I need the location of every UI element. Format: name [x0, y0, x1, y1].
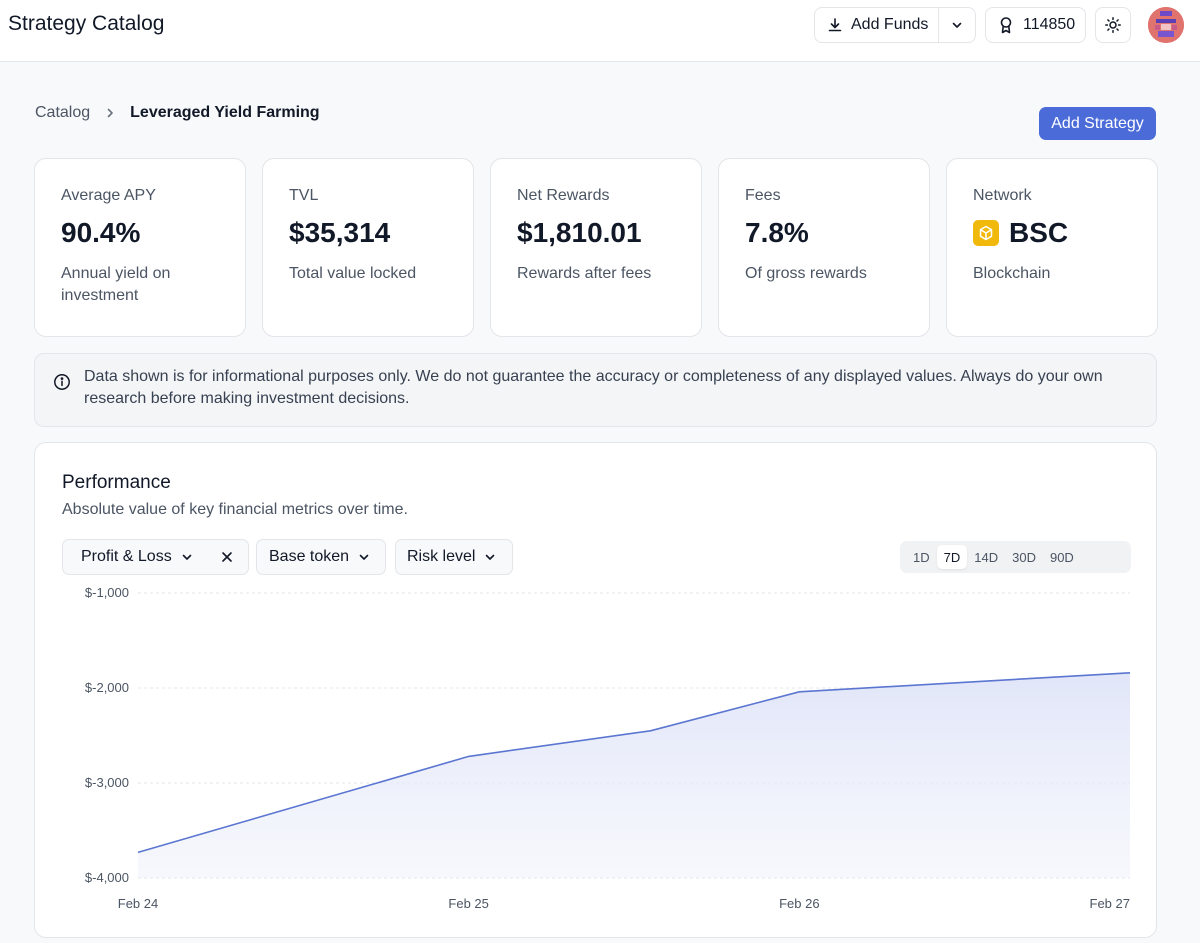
- base-token-filter[interactable]: Base token: [256, 539, 386, 575]
- points-value: 114850: [1023, 16, 1076, 33]
- y-axis-tick-label: $-1,000: [85, 585, 129, 600]
- disclaimer-text: Data shown is for informational purposes…: [84, 368, 1103, 407]
- stat-value-text: 90.4%: [61, 217, 141, 248]
- performance-subtitle: Absolute value of key financial metrics …: [62, 501, 408, 518]
- stat-value: 7.8%: [745, 215, 903, 251]
- risk-level-filter-label: Risk level: [407, 548, 476, 565]
- range-90d[interactable]: 90D: [1049, 549, 1074, 565]
- add-funds-dropdown-toggle[interactable]: [939, 8, 975, 42]
- sun-icon: [1105, 17, 1121, 33]
- avatar-identicon: [1148, 7, 1184, 43]
- download-icon: [828, 18, 842, 32]
- y-axis-tick-label: $-4,000: [85, 870, 129, 885]
- points-button[interactable]: 114850: [985, 7, 1086, 43]
- base-token-filter-label: Base token: [269, 548, 350, 565]
- add-funds-button[interactable]: Add Funds: [815, 8, 940, 42]
- stat-value: BSC: [973, 215, 1131, 251]
- performance-title: Performance: [62, 472, 171, 493]
- stat-card-network: Network BSC Blockchain: [946, 158, 1158, 337]
- stat-description: Of gross rewards: [745, 265, 867, 282]
- add-strategy-button[interactable]: Add Strategy: [1039, 107, 1156, 140]
- stat-value: $1,810.01: [517, 215, 675, 251]
- chevron-down-icon: [486, 554, 495, 560]
- stat-value-text: $1,810.01: [517, 217, 642, 248]
- performance-chart: $-1,000 $-2,000 $-3,000 $-4,000 Feb 24 Feb 2…: [85, 585, 1131, 911]
- top-bar: Strategy Catalog Add Funds 114850: [0, 0, 1200, 62]
- stat-value-text: 7.8%: [745, 217, 809, 248]
- chevron-down-icon: [359, 554, 369, 560]
- app-title: Strategy Catalog: [8, 12, 165, 35]
- stat-card-apy: Average APY 90.4% Annual yield on invest…: [34, 158, 246, 337]
- award-icon: [1000, 17, 1012, 34]
- stat-label: Network: [973, 187, 1032, 204]
- metric-filter-label: Profit & Loss: [81, 548, 172, 565]
- chart-area-fill: [138, 672, 1130, 878]
- performance-card: Performance Absolute value of key financ…: [34, 442, 1157, 938]
- time-range-selector: 1D 7D 14D 30D 90D: [900, 541, 1131, 573]
- x-axis-tick-label: Feb 25: [448, 896, 488, 911]
- range-30d[interactable]: 30D: [1012, 549, 1036, 565]
- range-1d[interactable]: 1D: [913, 549, 930, 565]
- stat-label: TVL: [289, 187, 319, 204]
- stat-value-text: BSC: [1009, 217, 1069, 248]
- breadcrumb: Catalog Leveraged Yield Farming: [35, 104, 320, 122]
- stat-label: Average APY: [61, 187, 156, 204]
- avatar[interactable]: [1148, 7, 1184, 43]
- stat-value: $35,314: [289, 215, 447, 251]
- y-axis-tick-label: $-2,000: [85, 680, 129, 695]
- clear-filter-icon[interactable]: [220, 550, 234, 564]
- stat-value: 90.4%: [61, 215, 219, 251]
- risk-level-filter[interactable]: Risk level: [395, 539, 513, 575]
- stat-description: Rewards after fees: [517, 265, 652, 282]
- x-axis-tick-label: Feb 26: [779, 896, 819, 911]
- stat-card-tvl: TVL $35,314 Total value locked: [262, 158, 474, 337]
- stat-card-net-rewards: Net Rewards $1,810.01 Rewards after fees: [490, 158, 702, 337]
- range-7d[interactable]: 7D: [936, 545, 968, 569]
- stat-description: Annual yield on investment: [61, 265, 171, 304]
- y-axis-tick-label: $-3,000: [85, 775, 129, 790]
- x-axis-tick-label: Feb 24: [118, 896, 158, 911]
- stat-label: Net Rewards: [517, 187, 610, 204]
- info-icon: [54, 374, 70, 390]
- add-funds-label: Add Funds: [851, 16, 929, 33]
- breadcrumb-catalog-link[interactable]: Catalog: [35, 104, 91, 121]
- add-funds-split-button: Add Funds: [814, 7, 976, 43]
- bnb-logo-icon: [973, 220, 999, 246]
- stat-label: Fees: [745, 187, 781, 204]
- stat-card-fees: Fees 7.8% Of gross rewards: [718, 158, 930, 337]
- chart-series-line: [137, 672, 1131, 854]
- chevron-right-icon: [104, 107, 116, 119]
- chevron-down-icon: [952, 22, 962, 28]
- theme-toggle-button[interactable]: [1095, 7, 1131, 43]
- stat-value-text: $35,314: [289, 217, 391, 248]
- range-14d[interactable]: 14D: [974, 549, 999, 565]
- stat-description: Blockchain: [973, 265, 1051, 282]
- chevron-down-icon: [182, 554, 192, 560]
- x-axis-tick-label: Feb 27: [1090, 896, 1130, 911]
- stat-description: Total value locked: [289, 265, 417, 282]
- metric-filter[interactable]: Profit & Loss: [62, 539, 249, 575]
- disclaimer-notice: Data shown is for informational purposes…: [34, 353, 1157, 427]
- breadcrumb-current: Leveraged Yield Farming: [130, 104, 320, 121]
